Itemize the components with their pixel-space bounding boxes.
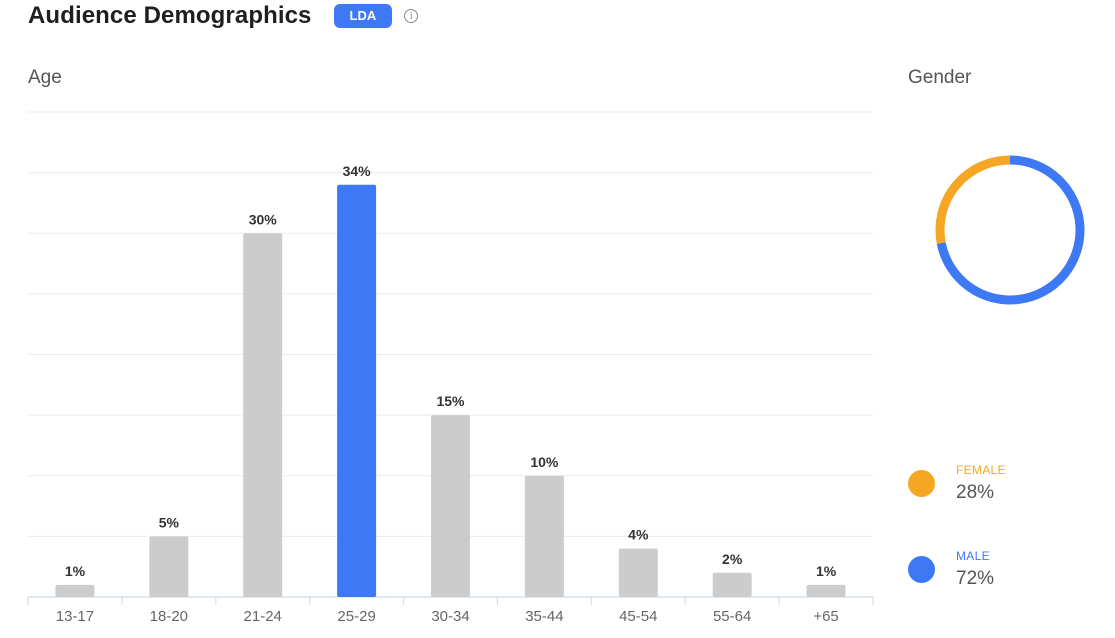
x-tick-label: 55-64 — [713, 608, 751, 625]
x-tick-label: 21-24 — [244, 608, 282, 625]
x-tick-label: +65 — [813, 608, 838, 625]
data-label: 34% — [343, 163, 372, 179]
bar-25-29 — [337, 184, 377, 597]
x-tick-label: 45-54 — [619, 608, 657, 625]
bar-18-20 — [149, 536, 189, 597]
bar-55-64 — [712, 572, 752, 597]
legend-item-female: FEMALE 28% — [908, 463, 1006, 504]
page-title: Audience Demographics — [28, 2, 312, 29]
info-icon[interactable]: i — [404, 9, 419, 23]
bar-21-24 — [243, 233, 283, 597]
data-label: 4% — [628, 527, 649, 543]
age-section-label: Age — [28, 67, 62, 88]
female-dot-icon — [908, 470, 935, 497]
legend-item-male: MALE 72% — [908, 549, 994, 590]
lda-badge[interactable]: LDA — [333, 4, 393, 28]
bar-35-44 — [524, 475, 564, 597]
data-label: 30% — [249, 211, 278, 227]
data-label: 10% — [530, 454, 559, 470]
male-dot-icon — [908, 556, 935, 583]
data-label: 2% — [722, 551, 743, 567]
x-tick-label: 13-17 — [56, 608, 94, 625]
age-bar-chart: 1% 13-17 5% 18-20 30% 21-24 34% 25-29 15% 30-34 10… — [27, 111, 874, 625]
data-label: 15% — [436, 393, 465, 409]
header: Audience Demographics LDA i — [28, 0, 419, 32]
bar-45-54 — [618, 548, 658, 597]
bar-13-17 — [55, 584, 95, 597]
legend-female-label: FEMALE — [956, 463, 1006, 477]
legend-male-value: 72% — [956, 568, 995, 589]
x-tick-label: 18-20 — [150, 608, 188, 625]
data-label: 5% — [159, 514, 180, 530]
legend-male-label: MALE — [956, 549, 990, 563]
x-tick-label: 30-34 — [431, 608, 469, 625]
data-label: 1% — [816, 563, 837, 579]
bar-30-34 — [431, 415, 470, 597]
gender-donut-chart — [935, 155, 1085, 305]
data-label: 1% — [65, 563, 86, 579]
x-tick-label: 35-44 — [525, 608, 563, 625]
donut-slice-male — [936, 155, 1085, 305]
bar-+65 — [806, 584, 846, 597]
gender-section-label: Gender — [908, 67, 972, 88]
legend-female-value: 28% — [956, 482, 995, 503]
donut-slice-female — [935, 155, 1011, 244]
x-tick-label: 25-29 — [337, 608, 375, 625]
